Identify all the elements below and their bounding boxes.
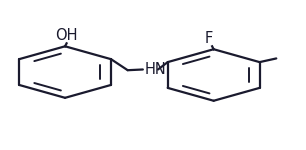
Text: F: F xyxy=(205,31,213,46)
Text: OH: OH xyxy=(55,28,78,43)
Text: HN: HN xyxy=(144,62,166,77)
